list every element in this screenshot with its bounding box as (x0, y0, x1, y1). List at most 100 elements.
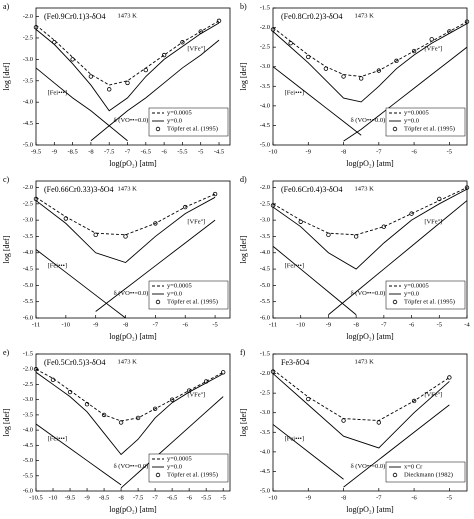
data-point (107, 87, 112, 92)
x-tick-label: -9 (306, 148, 311, 155)
annotation: 1473 K (354, 359, 374, 366)
compound-title: (Fe0.8Cr0.2)3-δO4 (281, 12, 343, 21)
y-axis-label: log [def] (2, 408, 11, 436)
annotation: 1473 K (354, 13, 374, 20)
x-axis-label: log(pO₂) [atm] (346, 159, 394, 168)
y-axis-label: log [def] (2, 235, 11, 263)
curve (273, 369, 450, 421)
y-axis-label: log [def] (239, 62, 248, 90)
x-tick-label: -7 (125, 148, 131, 155)
data-point (93, 232, 98, 238)
curve (273, 66, 362, 136)
x-tick-label: -6 (411, 494, 417, 501)
data-point (203, 379, 209, 384)
panel-label: a) (3, 2, 10, 11)
data-point (186, 388, 192, 393)
plot-frame (272, 353, 468, 492)
annotation: [VFe''] (424, 46, 442, 53)
x-tick-label: -11 (269, 321, 277, 328)
annotation: [VFe''] (187, 392, 205, 399)
y-tick-label: -1.5 (260, 350, 270, 357)
x-axis-label: log(pO₂) [atm] (109, 159, 157, 168)
compound-title: (Fe0.6Cr0.4)3-δO4 (281, 185, 343, 194)
data-point (153, 221, 158, 226)
curve (273, 188, 467, 270)
y-tick-label: -4.5 (23, 266, 33, 273)
data-point (143, 67, 149, 73)
legend-label: Töpfer et al. (1995) (167, 298, 218, 305)
legend-label: y=0.0005 (404, 109, 429, 116)
data-point (212, 191, 218, 197)
legend-marker (155, 299, 161, 305)
legend-label: Töpfer et al. (1995) (404, 298, 455, 305)
annotation: δ (VO••=0.0) (114, 117, 149, 124)
y-tick-label: -2.0 (260, 370, 270, 377)
curve (273, 424, 344, 480)
y-tick-label: -5.0 (23, 141, 33, 148)
data-point (411, 48, 417, 54)
x-tick-label: -9 (52, 148, 57, 155)
y-tick-label: -3.5 (260, 233, 270, 240)
y-tick-label: -3.5 (260, 429, 270, 436)
plot-frame (35, 353, 231, 492)
panel-label: b) (240, 2, 247, 11)
x-tick-label: -8.5 (67, 148, 77, 155)
curve (36, 193, 216, 236)
data-point (70, 57, 75, 62)
data-point (84, 402, 90, 407)
data-point (152, 406, 158, 411)
x-tick-label: -11 (32, 321, 40, 328)
x-tick-label: -5.5 (177, 148, 187, 155)
x-tick-label: -10 (296, 321, 305, 328)
data-point (123, 234, 128, 239)
y-tick-label: -4.5 (23, 442, 33, 449)
x-tick-label: -7 (376, 494, 382, 501)
data-point (183, 204, 188, 210)
legend-label: y=0.0 (167, 117, 182, 124)
data-point (411, 398, 417, 404)
data-point (118, 420, 124, 425)
x-tick-label: -10 (269, 148, 278, 155)
x-tick-label: -10 (62, 321, 71, 328)
legend-label: x=0 Cr (404, 463, 423, 470)
annotation: [VFe''] (424, 392, 442, 399)
x-tick-label: -8 (353, 321, 358, 328)
curve (273, 373, 450, 449)
annotation: [Fei•••] (285, 262, 304, 269)
y-tick-label: -2.5 (260, 44, 270, 51)
x-tick-label: -6 (411, 148, 417, 155)
data-point (464, 19, 470, 24)
data-point (353, 234, 359, 239)
x-tick-label: -6 (409, 321, 415, 328)
y-tick-label: -3.0 (23, 396, 33, 403)
y-tick-label: -5.0 (260, 487, 270, 494)
data-point (376, 68, 382, 73)
data-point (358, 76, 364, 81)
data-point (341, 418, 346, 423)
y-tick-label: -5.5 (23, 472, 33, 479)
x-tick-label: -10 (269, 494, 278, 501)
data-point (447, 375, 452, 380)
data-point (216, 18, 222, 24)
curve (36, 20, 220, 86)
y-tick-label: -2.5 (23, 34, 33, 41)
data-point (341, 74, 346, 79)
panel-label: c) (3, 175, 10, 184)
x-tick-label: -5.5 (201, 494, 211, 501)
x-tick-label: -7.5 (104, 148, 114, 155)
y-tick-label: -3.5 (23, 233, 33, 240)
data-point (101, 412, 107, 418)
panel: b) log [def] log(pO₂) [atm] -10 -9 -8 -7 -6 -5 -5… (239, 2, 470, 168)
x-tick-label: -6 (183, 321, 189, 328)
y-tick-label: -4.0 (23, 427, 33, 434)
plot-frame (272, 180, 468, 319)
x-tick-label: -6.5 (141, 148, 151, 155)
x-tick-label: -4.5 (214, 148, 224, 155)
y-tick-label: -3.5 (260, 83, 270, 90)
data-point (270, 369, 276, 374)
data-point (298, 219, 303, 224)
x-tick-label: -9.5 (65, 494, 75, 501)
legend-label: y=0.0005 (167, 455, 192, 462)
annotation: [Fei•••] (285, 435, 304, 442)
legend-marker (155, 472, 161, 478)
